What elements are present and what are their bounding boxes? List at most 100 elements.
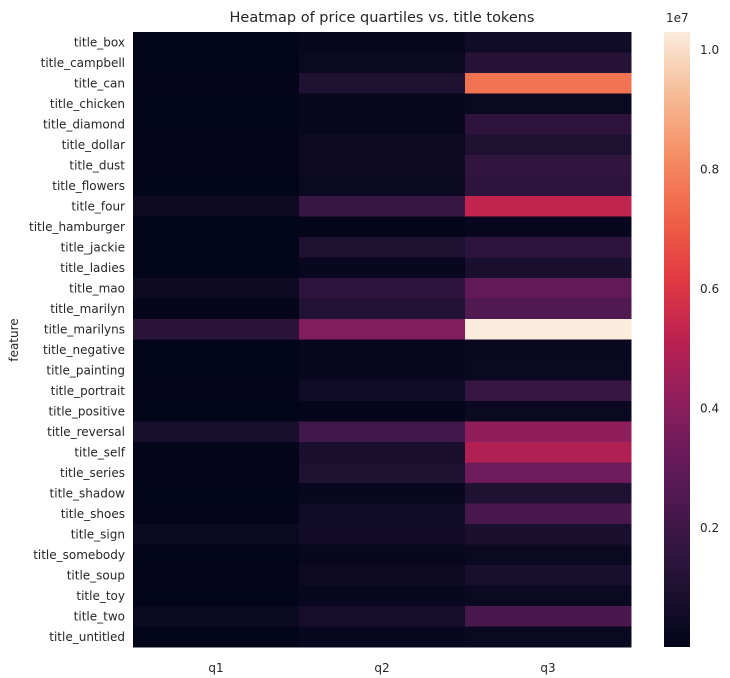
heatmap-cell [133, 565, 300, 586]
y-tick-label: title_self [74, 445, 125, 459]
heatmap-cell [133, 93, 300, 115]
heatmap-cell [133, 155, 300, 176]
heatmap-cell [299, 175, 466, 197]
heatmap-cell [133, 257, 300, 279]
heatmap-cell [465, 442, 632, 463]
heatmap-cell [299, 237, 466, 258]
y-tick-label: title_box [74, 35, 125, 49]
heatmap-cell [465, 298, 632, 320]
heatmap-cell [465, 237, 632, 258]
heatmap-cell [465, 52, 632, 74]
y-tick-label: title_negative [43, 343, 125, 357]
heatmap-cell [133, 360, 300, 381]
heatmap-cell [465, 93, 632, 115]
heatmap-cell [133, 524, 300, 545]
heatmap-cell [299, 319, 466, 340]
colorbar-tick-label: 0.2 [700, 521, 719, 535]
heatmap-cell [299, 196, 466, 217]
y-tick-label: title_dollar [62, 138, 125, 152]
heatmap-cell [133, 114, 300, 135]
heatmap-cell [465, 73, 632, 94]
heatmap-cell [133, 134, 300, 156]
heatmap-cell [465, 319, 632, 340]
y-tick-label: title_portrait [51, 384, 126, 398]
colorbar-tick-label: 0.6 [700, 282, 719, 296]
heatmap-cell [299, 606, 466, 627]
y-tick-label: title_hamburger [29, 220, 125, 234]
y-tick-label: title_soup [67, 568, 125, 582]
heatmap-cell [299, 339, 466, 361]
heatmap-cell [465, 155, 632, 176]
heatmap-cell [299, 114, 466, 135]
heatmap-cell [299, 134, 466, 156]
heatmap-cell [299, 155, 466, 176]
heatmap-cell [133, 401, 300, 422]
y-tick-labels: title_box title_campbell title_can title_ch… [29, 35, 126, 644]
heatmap-cell [465, 196, 632, 217]
heatmap-cell [465, 257, 632, 279]
y-tick-label: title_series [60, 466, 125, 480]
heatmap-cell [465, 565, 632, 586]
heatmap-cell [299, 278, 466, 299]
heatmap-cell [465, 114, 632, 135]
heatmap-cell [133, 339, 300, 361]
y-tick-label: title_chicken [50, 97, 125, 111]
heatmap-cell [299, 442, 466, 463]
y-tick-label: title_toy [76, 589, 125, 603]
colorbar-tick-label: 0.8 [700, 162, 719, 176]
y-tick-label: title_can [74, 76, 125, 90]
colorbar-tick-label: 1.0 [700, 43, 719, 57]
heatmap-cell [299, 524, 466, 545]
x-tick-label: q1 [208, 661, 223, 675]
colorbar-tick-label: 0.4 [700, 402, 719, 416]
heatmap-cell [465, 544, 632, 566]
heatmap-cell [299, 298, 466, 320]
heatmap-cell [299, 585, 466, 607]
colorbar-ticks: 0.2 0.4 0.6 0.8 1.0 [700, 43, 719, 535]
heatmap-cell [299, 52, 466, 74]
heatmap-cell [133, 319, 300, 340]
heatmap-cell [299, 503, 466, 525]
y-tick-label: title_reversal [47, 425, 125, 439]
x-tick-label: q3 [540, 661, 555, 675]
heatmap-cell [133, 380, 300, 402]
heatmap-cell [299, 626, 466, 648]
heatmap-cell [133, 52, 300, 74]
y-tick-label: title_campbell [41, 56, 125, 70]
y-tick-label: title_somebody [33, 548, 125, 562]
y-tick-label: title_flowers [52, 179, 125, 193]
heatmap-cell [299, 483, 466, 504]
heatmap-cell [465, 216, 632, 238]
heatmap-cell [133, 544, 300, 566]
heatmap-cell [299, 257, 466, 279]
heatmap-cell [133, 216, 300, 238]
heatmap-cell [465, 401, 632, 422]
heatmap-cell [133, 298, 300, 320]
heatmap-cell [133, 421, 300, 443]
heatmap-cell [465, 360, 632, 381]
heatmap-cell [465, 503, 632, 525]
y-tick-label: title_diamond [43, 117, 125, 131]
y-tick-label: title_ladies [60, 261, 125, 275]
y-tick-label: title_untitled [49, 630, 125, 644]
heatmap-cell [465, 524, 632, 545]
y-tick-label: title_marilyn [50, 302, 125, 316]
heatmap-cell [465, 626, 632, 648]
heatmap-cell [133, 73, 300, 94]
colorbar-scale-label: 1e7 [666, 11, 689, 25]
heatmap-cell [299, 565, 466, 586]
heatmap-cell [133, 442, 300, 463]
heatmap-cell [299, 216, 466, 238]
heatmap-cell [465, 278, 632, 299]
heatmap-cell [465, 175, 632, 197]
y-tick-label: title_positive [48, 404, 125, 418]
y-axis-label: feature [7, 318, 21, 361]
y-tick-label: title_painting [46, 363, 125, 377]
heatmap-cell [465, 483, 632, 504]
heatmap-cell [299, 544, 466, 566]
y-tick-label: title_four [71, 199, 125, 213]
heatmap-cell [299, 462, 466, 484]
y-tick-label: title_jackie [61, 240, 125, 254]
heatmap-cell [299, 73, 466, 94]
